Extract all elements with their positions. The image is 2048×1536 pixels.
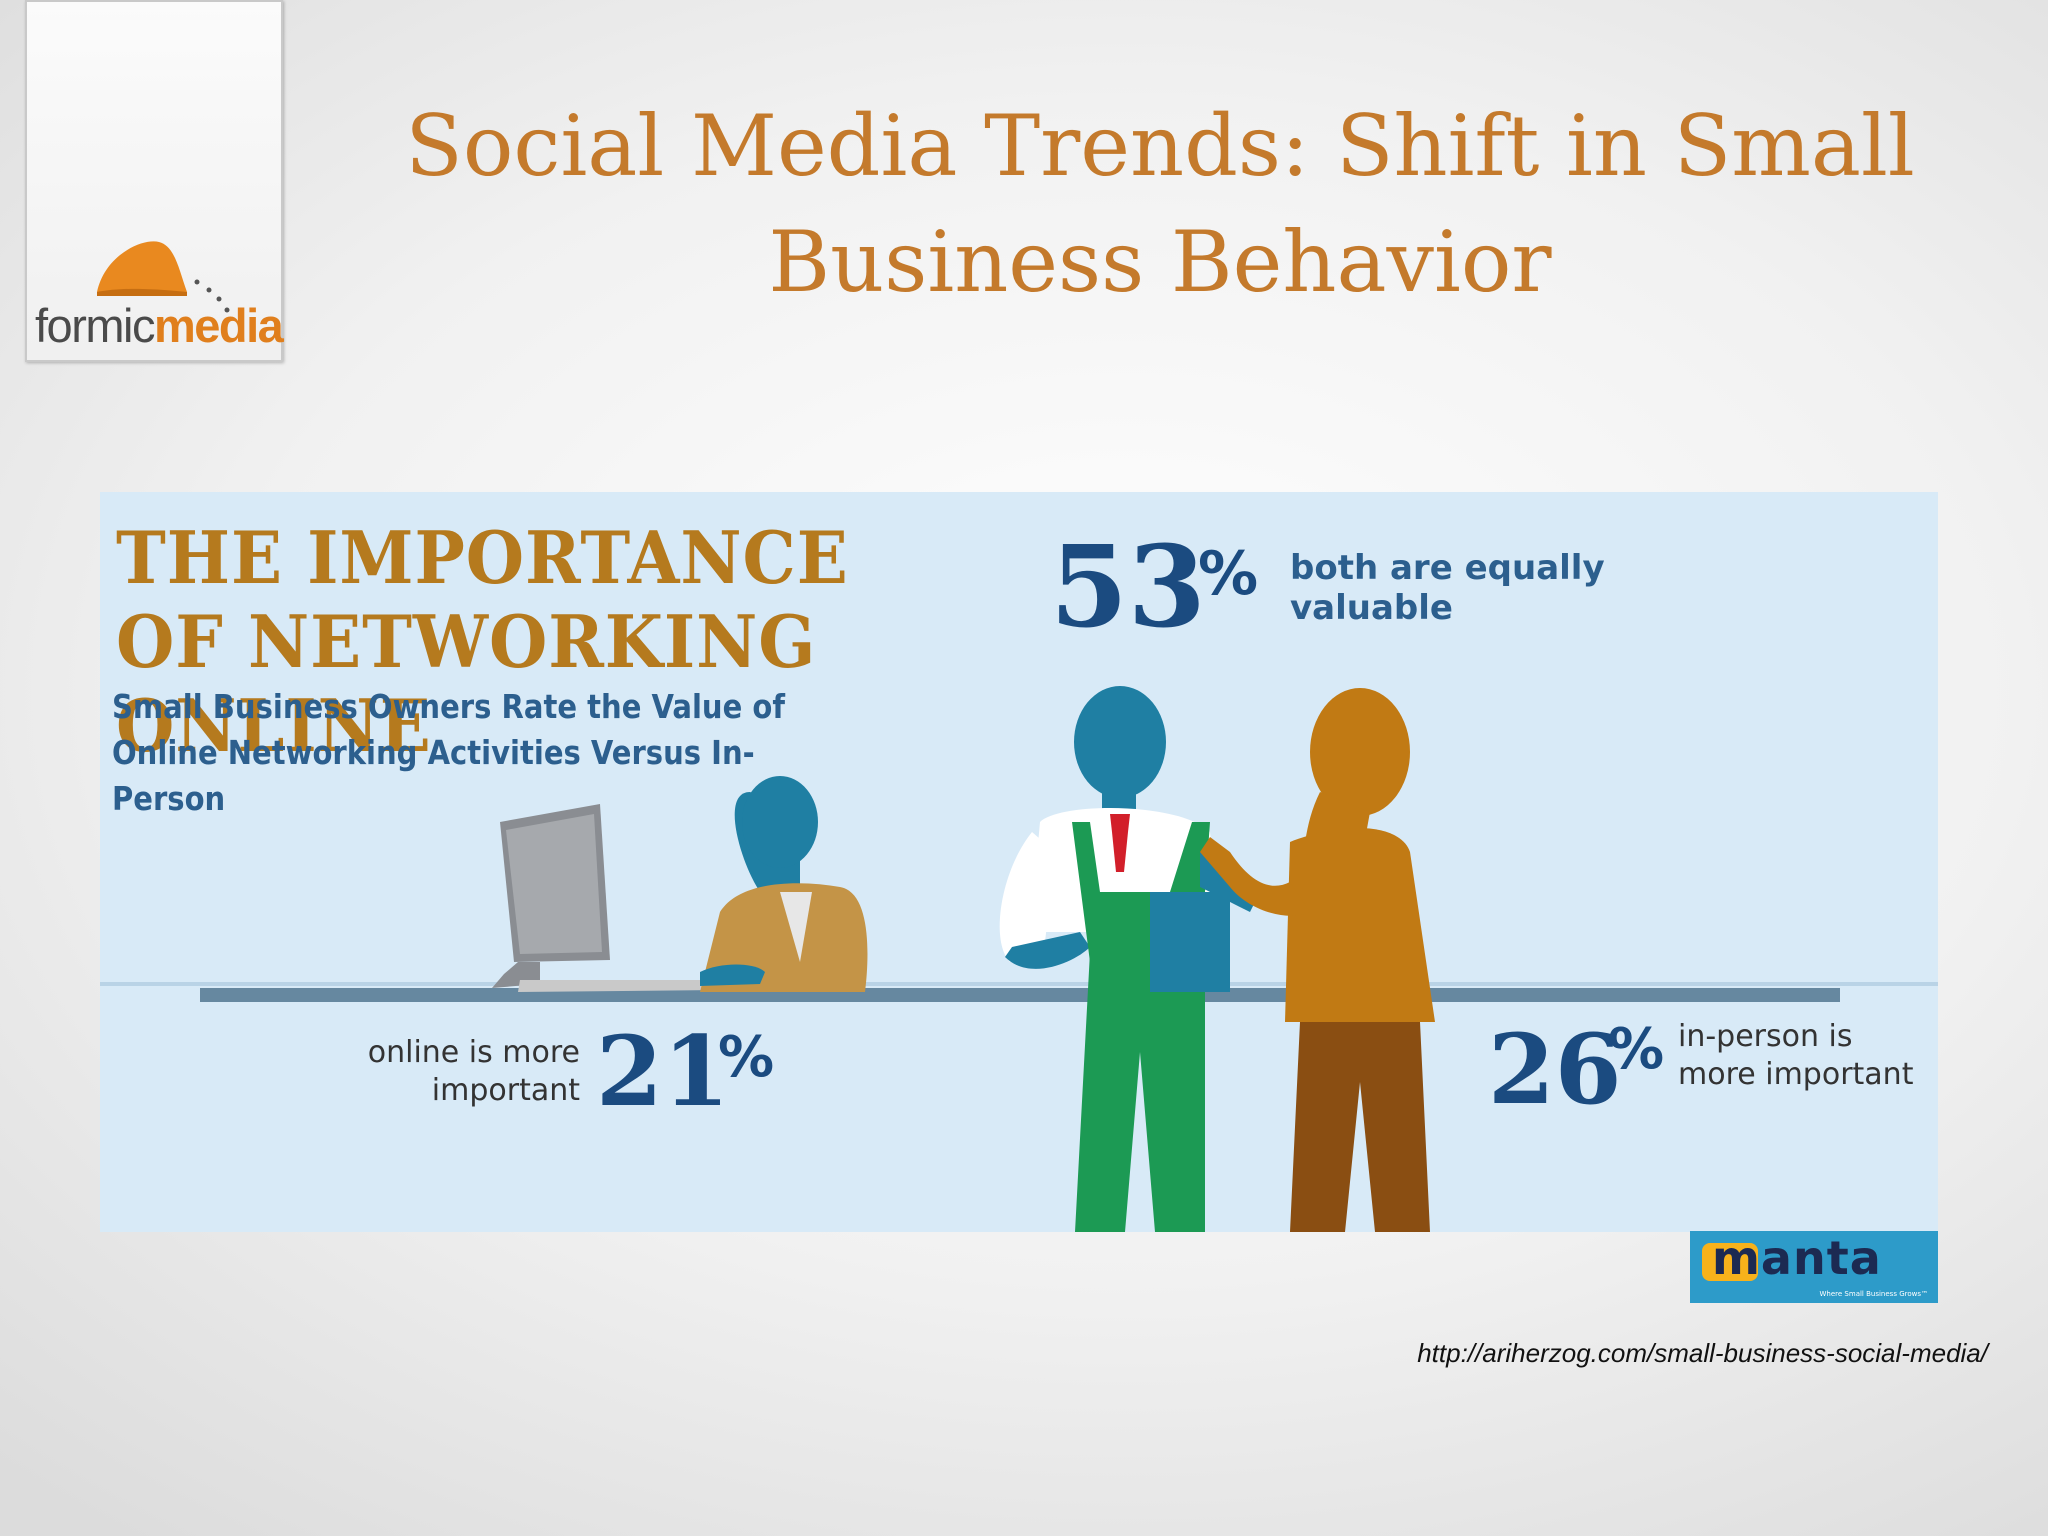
infographic-subtitle: Small Business Owners Rate the Value of … xyxy=(112,687,786,818)
manta-logo: manta Where Small Business Grows™ xyxy=(1690,1231,1938,1303)
logo-text: formicmedia xyxy=(35,302,285,349)
networking-illustration xyxy=(100,686,1938,1232)
stat-26-label-line1: in-person is xyxy=(1678,1019,1853,1054)
infographic-heading: THE IMPORTANCE OF NETWORKING ONLINE xyxy=(116,515,849,768)
stat-21-percent: % xyxy=(718,1025,775,1090)
stat-21-label-line2: important xyxy=(431,1073,580,1108)
logo-text-formic: formic xyxy=(35,299,155,352)
stat-53-percent: % xyxy=(1198,539,1259,609)
stat-53-value: 53 xyxy=(1050,522,1206,653)
logo-mound-icon xyxy=(97,241,230,313)
stat-21-value: 21 xyxy=(596,1015,730,1128)
manta-m-badge xyxy=(1702,1243,1758,1281)
logo-text-media: media xyxy=(153,299,284,352)
manta-tagline: Where Small Business Grows™ xyxy=(1819,1290,1928,1298)
stat-53-label: both are equally valuable xyxy=(1290,548,1605,628)
source-url[interactable]: http://ariherzog.com/small-business-soci… xyxy=(1417,1338,1988,1368)
manta-wordmark: manta xyxy=(1712,1231,1882,1285)
formic-media-logo: formicmedia xyxy=(25,0,285,362)
stat-26-label-line2: more important xyxy=(1678,1057,1914,1092)
stat-21-label-line1: online is more xyxy=(367,1035,580,1070)
stat-26-value: 26 xyxy=(1488,1013,1622,1126)
infographic: THE IMPORTANCE OF NETWORKING ONLINE Smal… xyxy=(100,492,1938,1232)
slide-title: Social Media Trends: Shift in Small Busi… xyxy=(405,97,1915,311)
stat-26-percent: % xyxy=(1608,1017,1665,1082)
